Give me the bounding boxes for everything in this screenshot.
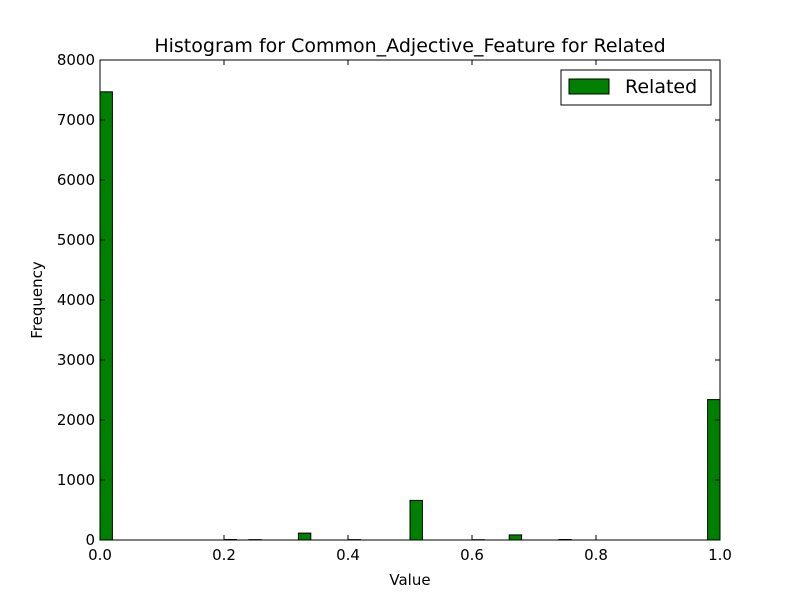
y-tick-label: 7000 <box>57 111 95 129</box>
histogram-bar <box>707 399 721 541</box>
x-tick-label: 0.6 <box>460 546 484 564</box>
histogram-bar <box>99 91 113 541</box>
y-tick-label: 4000 <box>57 291 95 309</box>
y-tick-label: 6000 <box>57 171 95 189</box>
x-tick-label: 1.0 <box>708 546 732 564</box>
ticks-group: 0.0 0.2 0.4 0.6 0.8 1.0 0 1000 2000 3000 4000 5000 6… <box>57 51 732 564</box>
x-tick-label: 0.2 <box>212 546 236 564</box>
y-tick-label: 5000 <box>57 231 95 249</box>
y-tick-label: 2000 <box>57 411 95 429</box>
x-tick-label: 0.4 <box>336 546 360 564</box>
y-tick-label: 8000 <box>57 51 95 69</box>
y-tick-label: 3000 <box>57 351 95 369</box>
histogram-bar <box>508 534 523 541</box>
histogram-bar <box>297 532 312 541</box>
x-tick-label: 0.0 <box>88 546 112 564</box>
x-axis-label: Value <box>389 571 430 589</box>
legend-swatch <box>568 78 610 95</box>
y-axis-label: Frequency <box>28 261 46 339</box>
x-tick-label: 0.8 <box>584 546 608 564</box>
legend-label: Related <box>625 76 697 98</box>
legend: Related <box>560 69 712 106</box>
chart-title: Histogram for Common_Adjective_Feature f… <box>154 35 665 57</box>
y-tick-label: 1000 <box>57 471 95 489</box>
y-tick-label: 0 <box>85 531 95 549</box>
histogram-bar <box>409 499 423 541</box>
